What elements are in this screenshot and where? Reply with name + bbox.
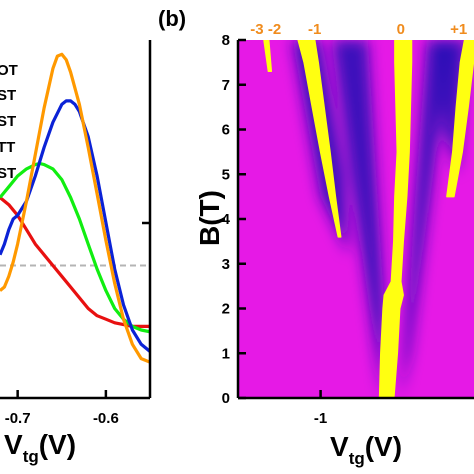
- legend: OT ST ST TT ST: [0, 62, 18, 182]
- x-ticks-a: -0.7 -0.6: [5, 390, 119, 427]
- x-axis-label-a-sub: tg: [23, 447, 39, 466]
- x-axis-label-b: Vtg(V): [330, 431, 402, 468]
- panel-b-heatmap: (b) 0 1 2 3 4 5 6 7 8 -1 -3 -2 -1 0 +1 B(T) Vtg(V): [158, 6, 474, 468]
- y-tick-label-7: 7: [222, 77, 230, 94]
- top-label-1: -2: [268, 21, 281, 38]
- legend-label-3: TT: [0, 139, 15, 156]
- x-axis-label-a-unit: (V): [39, 429, 76, 460]
- x-axis-label-a-main: V: [4, 429, 23, 460]
- top-label-0: -3: [250, 21, 263, 38]
- x-tick-label-a-0: -0.7: [5, 410, 31, 427]
- y-tick-label-6: 6: [222, 122, 230, 139]
- legend-label-0: OT: [0, 62, 18, 79]
- stripe-plus1: [446, 40, 474, 198]
- y-tick-label-1: 1: [222, 345, 230, 362]
- top-labels: -3 -2 -1 0 +1: [250, 21, 467, 38]
- y-tick-label-2: 2: [222, 301, 230, 318]
- high-value-stripes: [263, 40, 474, 398]
- x-axis-label-b-main: V: [330, 431, 349, 462]
- y-tick-label-0: 0: [222, 390, 230, 407]
- stripe-minus1: [297, 40, 342, 238]
- stripe-minus2: [263, 40, 273, 73]
- top-label-3: 0: [397, 21, 405, 38]
- legend-label-2: ST: [0, 113, 16, 130]
- y-tick-label-3: 3: [222, 256, 230, 273]
- series-line-0: [0, 52, 150, 364]
- legend-label-1: ST: [0, 87, 16, 104]
- x-tick-label-a-1: -0.6: [93, 410, 119, 427]
- y-ticks: 0 1 2 3 4 5 6 7 8: [222, 32, 246, 407]
- series-line-2: [0, 161, 150, 334]
- series-line-1: [0, 99, 150, 353]
- low-region-0: [332, 40, 385, 398]
- x-tick-label-b-0: -1: [314, 410, 327, 427]
- y-tick-label-4: 4: [222, 211, 231, 228]
- x-ticks-b: -1: [314, 390, 327, 427]
- line-series-group: [0, 52, 150, 364]
- top-label-2: -1: [308, 21, 321, 38]
- panel-label-b: (b): [158, 6, 186, 31]
- panel-a-line-chart: -0.7 -0.6 OT ST ST TT ST Vtg(V): [0, 40, 152, 466]
- y-tick-label-5: 5: [222, 166, 230, 183]
- legend-label-4: ST: [0, 165, 16, 182]
- top-label-4: +1: [450, 21, 467, 38]
- y-axis-label: B(T): [194, 190, 225, 246]
- y-tick-label-8: 8: [222, 32, 230, 49]
- x-axis-label-b-sub: tg: [349, 449, 365, 468]
- x-axis-label-b-unit: (V): [365, 431, 402, 462]
- low-region-1: [400, 40, 451, 398]
- x-axis-label-a: Vtg(V): [4, 429, 76, 466]
- stripe-0: [378, 40, 413, 398]
